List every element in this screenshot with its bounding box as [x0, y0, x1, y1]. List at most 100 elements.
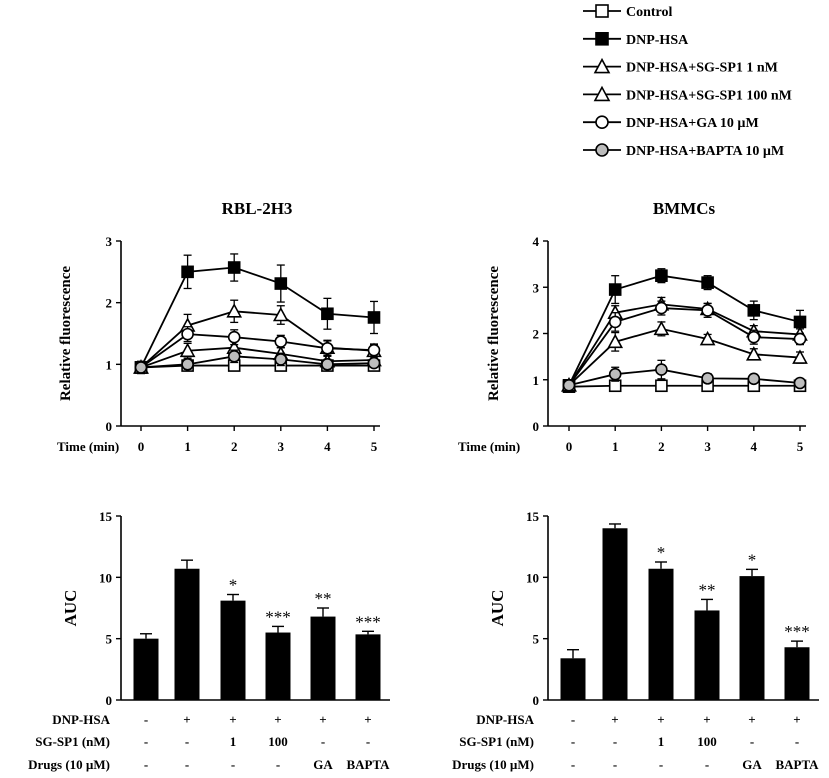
condition-value: 100 — [697, 734, 717, 749]
x-tick-label: 2 — [658, 439, 665, 454]
condition-value: - — [571, 712, 575, 727]
series-line — [140, 333, 375, 369]
condition-value: 1 — [658, 734, 665, 749]
bar — [220, 600, 246, 700]
data-point — [793, 332, 807, 346]
x-tick-label: 3 — [278, 439, 285, 454]
y-tick-label: 4 — [533, 234, 540, 249]
data-point — [701, 304, 714, 317]
series-line — [568, 303, 801, 386]
data-point — [655, 363, 668, 376]
data-point — [562, 378, 576, 392]
chart-title: BMMCs — [653, 199, 716, 218]
condition-value: - — [571, 757, 575, 772]
series-line — [568, 307, 801, 386]
condition-value: - — [276, 757, 280, 772]
data-point — [181, 327, 194, 341]
legend-label: DNP-HSA+BAPTA 10 µM — [626, 144, 784, 159]
bar — [694, 610, 720, 700]
bar — [560, 658, 586, 700]
series-dnp-hsa-sg-sp1-100-nm — [561, 320, 808, 392]
data-point — [274, 353, 288, 366]
y-tick-label: 0 — [106, 693, 113, 708]
condition-value: BAPTA — [346, 757, 390, 772]
condition-value: BAPTA — [775, 757, 819, 772]
condition-value: - — [571, 734, 575, 749]
y-tick-label: 10 — [526, 570, 539, 585]
condition-label: SG-SP1 (nM) — [459, 734, 534, 749]
y-tick-label: 15 — [526, 509, 540, 524]
series-control — [562, 379, 807, 393]
x-axis-label: Time (min) — [458, 439, 520, 454]
condition-value: + — [274, 712, 281, 727]
y-tick-label: 0 — [533, 693, 540, 708]
x-tick-label: 1 — [184, 439, 191, 454]
legend-marker — [595, 115, 609, 129]
legend-marker — [593, 57, 611, 74]
legend-label: Control — [626, 5, 673, 20]
y-tick-label: 3 — [533, 280, 540, 295]
significance-label: *** — [784, 622, 810, 641]
data-point — [608, 315, 622, 329]
data-point — [321, 341, 334, 355]
series-line — [568, 327, 801, 386]
condition-value: - — [144, 712, 148, 727]
data-point — [607, 333, 624, 349]
data-point — [747, 372, 761, 386]
condition-value: - — [366, 734, 370, 749]
condition-value: - — [613, 734, 617, 749]
series-control — [134, 359, 381, 374]
x-tick-label: 5 — [797, 439, 804, 454]
x-tick-label: 2 — [231, 439, 238, 454]
data-point — [655, 379, 668, 393]
data-point — [701, 372, 714, 385]
condition-value: 1 — [230, 734, 237, 749]
condition-value: 100 — [268, 734, 288, 749]
bar — [355, 634, 381, 700]
y-tick-label: 5 — [533, 632, 540, 647]
x-axis-label: Time (min) — [57, 439, 119, 454]
condition-value: + — [229, 712, 236, 727]
bar — [784, 647, 810, 700]
y-axis-label: AUC — [61, 590, 80, 627]
data-point — [227, 350, 241, 363]
condition-value: GA — [742, 757, 762, 772]
data-point — [655, 301, 668, 315]
data-point — [699, 330, 716, 346]
condition-value: + — [611, 712, 618, 727]
data-point — [227, 261, 241, 274]
series-dnp-hsa-bapta-10-m — [562, 359, 807, 392]
data-point — [181, 265, 194, 279]
legend-label: DNP-HSA+SG-SP1 1 nM — [626, 61, 778, 76]
line-chart-rbl-2h3: RBL-2H3 0 1 2 3 0 1 2 3 4 5 Time (min) Relative fluo… — [57, 199, 382, 454]
legend-label: DNP-HSA — [626, 33, 689, 48]
condition-value: GA — [313, 757, 333, 772]
y-tick-label: 2 — [106, 296, 113, 311]
data-point — [321, 307, 334, 321]
condition-value: - — [705, 757, 709, 772]
condition-value: + — [364, 712, 371, 727]
data-point — [655, 269, 668, 282]
legend-marker — [595, 31, 609, 46]
condition-label: DNP-HSA — [52, 712, 110, 727]
y-axis-label: AUC — [488, 590, 507, 627]
condition-label: DNP-HSA — [476, 712, 534, 727]
condition-value: - — [321, 734, 325, 749]
data-point — [367, 356, 381, 370]
bar — [133, 638, 159, 700]
data-point — [179, 342, 196, 358]
x-tick-label: 3 — [704, 439, 711, 454]
data-point — [367, 343, 381, 357]
series-dnp-hsa — [562, 268, 807, 392]
y-tick-label: 5 — [106, 632, 113, 647]
condition-value: + — [748, 712, 755, 727]
data-point — [745, 346, 762, 361]
x-tick-label: 5 — [371, 439, 378, 454]
data-point — [134, 361, 148, 374]
data-point — [367, 311, 381, 324]
data-point — [608, 367, 622, 381]
significance-label: * — [657, 543, 666, 562]
y-tick-label: 0 — [106, 419, 113, 434]
